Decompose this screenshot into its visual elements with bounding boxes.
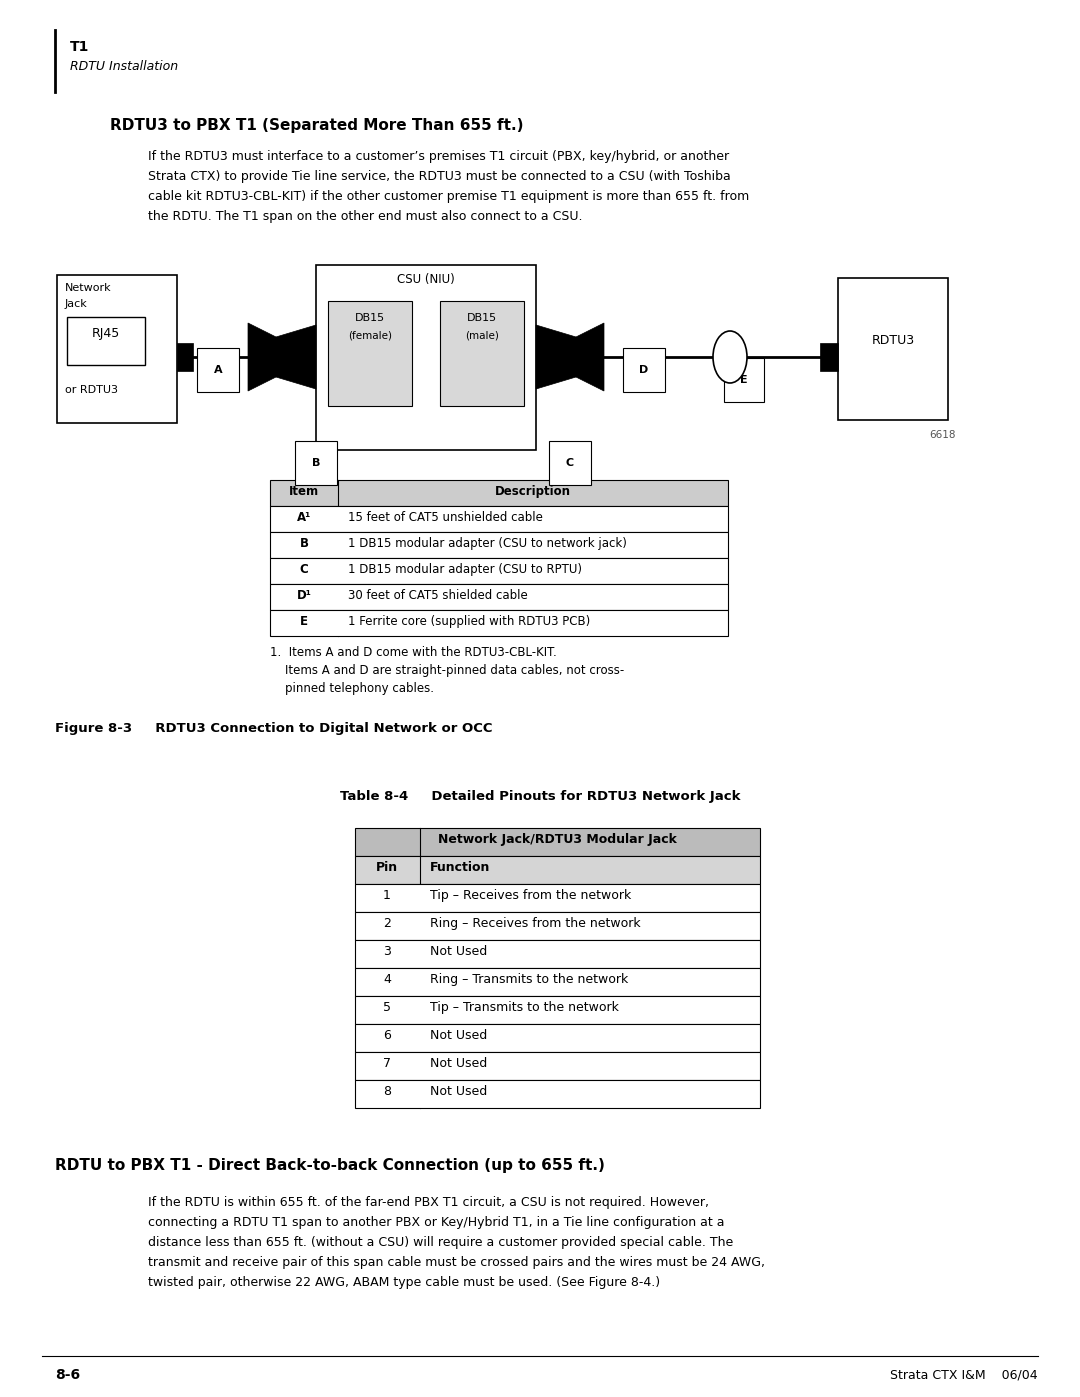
- Text: 4: 4: [383, 972, 391, 986]
- Text: Not Used: Not Used: [430, 944, 487, 958]
- Bar: [316, 265, 536, 450]
- Text: 8: 8: [383, 1085, 391, 1098]
- Text: CSU (NIU): CSU (NIU): [397, 272, 455, 286]
- Text: pinned telephony cables.: pinned telephony cables.: [270, 682, 434, 694]
- Text: DB15: DB15: [467, 313, 497, 323]
- Text: 8-6: 8-6: [55, 1368, 80, 1382]
- Text: Strata CTX I&M    06/04: Strata CTX I&M 06/04: [890, 1368, 1038, 1382]
- Text: Not Used: Not Used: [430, 1058, 487, 1070]
- Text: cable kit RDTU3-CBL-KIT) if the other customer premise T1 equipment is more than: cable kit RDTU3-CBL-KIT) if the other cu…: [148, 190, 750, 203]
- Bar: [355, 968, 760, 996]
- Text: 1 Ferrite core (supplied with RDTU3 PCB): 1 Ferrite core (supplied with RDTU3 PCB): [348, 615, 591, 629]
- Text: Tip – Receives from the network: Tip – Receives from the network: [430, 888, 631, 902]
- Text: Tip – Transmits to the network: Tip – Transmits to the network: [430, 1002, 619, 1014]
- Text: RJ45: RJ45: [92, 327, 120, 339]
- Text: Not Used: Not Used: [430, 1030, 487, 1042]
- Bar: [177, 344, 193, 372]
- Bar: [270, 506, 728, 532]
- Text: E: E: [740, 374, 747, 386]
- Bar: [270, 610, 728, 636]
- Text: 3: 3: [383, 944, 391, 958]
- Text: or RDTU3: or RDTU3: [65, 386, 118, 395]
- Bar: [270, 584, 728, 610]
- Text: Network: Network: [65, 284, 111, 293]
- Polygon shape: [536, 326, 576, 388]
- Text: the RDTU. The T1 span on the other end must also connect to a CSU.: the RDTU. The T1 span on the other end m…: [148, 210, 582, 224]
- Bar: [820, 344, 838, 372]
- Text: Jack: Jack: [65, 299, 87, 309]
- Bar: [270, 481, 728, 506]
- Text: 15 feet of CAT5 unshielded cable: 15 feet of CAT5 unshielded cable: [348, 511, 543, 524]
- Text: If the RDTU is within 655 ft. of the far-end PBX T1 circuit, a CSU is not requir: If the RDTU is within 655 ft. of the far…: [148, 1196, 708, 1208]
- Text: T1: T1: [70, 41, 90, 54]
- Text: B: B: [312, 458, 320, 468]
- Text: DB15: DB15: [355, 313, 386, 323]
- Text: Table 8-4     Detailed Pinouts for RDTU3 Network Jack: Table 8-4 Detailed Pinouts for RDTU3 Net…: [340, 789, 740, 803]
- Bar: [355, 856, 760, 884]
- Bar: [355, 996, 760, 1024]
- Text: Strata CTX) to provide Tie line service, the RDTU3 must be connected to a CSU (w: Strata CTX) to provide Tie line service,…: [148, 170, 731, 183]
- Text: Not Used: Not Used: [430, 1085, 487, 1098]
- Text: Items A and D are straight-pinned data cables, not cross-: Items A and D are straight-pinned data c…: [270, 664, 624, 678]
- Text: 5: 5: [383, 1002, 391, 1014]
- Bar: [355, 912, 760, 940]
- Text: distance less than 655 ft. (without a CSU) will require a customer provided spec: distance less than 655 ft. (without a CS…: [148, 1236, 733, 1249]
- Text: (male): (male): [465, 331, 499, 341]
- Bar: [838, 278, 948, 420]
- Text: Network Jack/RDTU3 Modular Jack: Network Jack/RDTU3 Modular Jack: [437, 833, 676, 847]
- Text: Description: Description: [495, 485, 571, 497]
- Bar: [355, 1052, 760, 1080]
- Text: RDTU3 to PBX T1 (Separated More Than 655 ft.): RDTU3 to PBX T1 (Separated More Than 655…: [110, 117, 524, 133]
- Text: transmit and receive pair of this span cable must be crossed pairs and the wires: transmit and receive pair of this span c…: [148, 1256, 765, 1268]
- Text: RDTU3: RDTU3: [872, 334, 915, 348]
- Text: D: D: [639, 365, 649, 374]
- Text: If the RDTU3 must interface to a customer’s premises T1 circuit (PBX, key/hybrid: If the RDTU3 must interface to a custome…: [148, 149, 729, 163]
- Text: A: A: [214, 365, 222, 374]
- Text: RDTU to PBX T1 - Direct Back-to-back Connection (up to 655 ft.): RDTU to PBX T1 - Direct Back-to-back Con…: [55, 1158, 605, 1173]
- Bar: [355, 828, 760, 856]
- Text: (female): (female): [348, 331, 392, 341]
- Text: Function: Function: [430, 861, 490, 875]
- Text: C: C: [299, 563, 309, 576]
- Bar: [355, 1080, 760, 1108]
- Text: Pin: Pin: [376, 861, 399, 875]
- Bar: [270, 557, 728, 584]
- Bar: [328, 300, 411, 407]
- Bar: [67, 317, 145, 365]
- Polygon shape: [576, 323, 604, 391]
- Polygon shape: [248, 323, 276, 391]
- Text: E: E: [300, 615, 308, 629]
- Bar: [355, 940, 760, 968]
- Text: 30 feet of CAT5 shielded cable: 30 feet of CAT5 shielded cable: [348, 590, 528, 602]
- Ellipse shape: [713, 331, 747, 383]
- Text: 1.  Items A and D come with the RDTU3-CBL-KIT.: 1. Items A and D come with the RDTU3-CBL…: [270, 645, 557, 659]
- Bar: [440, 300, 524, 407]
- Text: RDTU Installation: RDTU Installation: [70, 60, 178, 73]
- Text: 7: 7: [383, 1058, 391, 1070]
- Bar: [57, 275, 177, 423]
- Text: 1 DB15 modular adapter (CSU to RPTU): 1 DB15 modular adapter (CSU to RPTU): [348, 563, 582, 576]
- Text: D¹: D¹: [297, 590, 311, 602]
- Text: Ring – Receives from the network: Ring – Receives from the network: [430, 916, 640, 930]
- Text: 6618: 6618: [930, 430, 956, 440]
- Text: 2: 2: [383, 916, 391, 930]
- Bar: [355, 884, 760, 912]
- Text: twisted pair, otherwise 22 AWG, ABAM type cable must be used. (See Figure 8-4.): twisted pair, otherwise 22 AWG, ABAM typ…: [148, 1275, 660, 1289]
- Text: Ring – Transmits to the network: Ring – Transmits to the network: [430, 972, 629, 986]
- Text: C: C: [566, 458, 575, 468]
- Text: B: B: [299, 536, 309, 550]
- Polygon shape: [276, 326, 316, 388]
- Text: connecting a RDTU T1 span to another PBX or Key/Hybrid T1, in a Tie line configu: connecting a RDTU T1 span to another PBX…: [148, 1215, 725, 1229]
- Text: 6: 6: [383, 1030, 391, 1042]
- Text: 1: 1: [383, 888, 391, 902]
- Text: Item: Item: [289, 485, 319, 497]
- Bar: [270, 532, 728, 557]
- Text: A¹: A¹: [297, 511, 311, 524]
- Text: 1 DB15 modular adapter (CSU to network jack): 1 DB15 modular adapter (CSU to network j…: [348, 536, 626, 550]
- Bar: [355, 1024, 760, 1052]
- Text: Figure 8-3     RDTU3 Connection to Digital Network or OCC: Figure 8-3 RDTU3 Connection to Digital N…: [55, 722, 492, 735]
